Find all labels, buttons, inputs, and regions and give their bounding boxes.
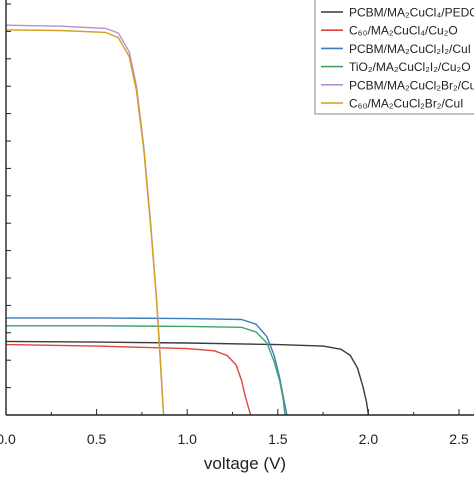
legend-label: PCBM/MA₂CuCl₂Br₂/CuI — [349, 78, 474, 92]
legend-label: PCBM/MA₂CuCl₄/PEDOT — [349, 6, 474, 20]
legend-box — [314, 0, 474, 115]
x-tick-label: 1.5 — [268, 431, 288, 447]
legend-label: C₆₀/MA₂CuCl₂Br₂/CuI — [349, 97, 463, 111]
x-tick-label: 1.0 — [177, 431, 197, 447]
legend-label: TiO₂/MA₂CuCl₂I₂/Cu₂O — [349, 60, 471, 74]
series-line-1 — [5, 340, 370, 416]
x-tick-label: 0.0 — [0, 431, 16, 447]
x-axis-title: voltage (V) — [204, 454, 286, 473]
y-axis-ticks — [6, 3, 11, 416]
series-line-6 — [5, 29, 165, 416]
legend-label: PCBM/MA₂CuCl₂I₂/CuI — [349, 42, 471, 56]
x-axis-ticks: 0.0 0.5 1.0 1.5 2.0 2.5 — [0, 409, 469, 447]
series-layer — [5, 24, 370, 416]
series-line-4 — [6, 325, 286, 416]
x-tick-label: 2.0 — [359, 431, 379, 447]
x-tick-label: 0.5 — [87, 431, 107, 447]
legend: PCBM/MA₂CuCl₄/PEDOT C₆₀/MA₂CuCl₄/Cu₂O PCBM… — [314, 0, 474, 115]
legend-label: C₆₀/MA₂CuCl₄/Cu₂O — [349, 24, 458, 38]
series-line-2 — [5, 343, 252, 416]
x-tick-label: 2.5 — [449, 431, 469, 447]
